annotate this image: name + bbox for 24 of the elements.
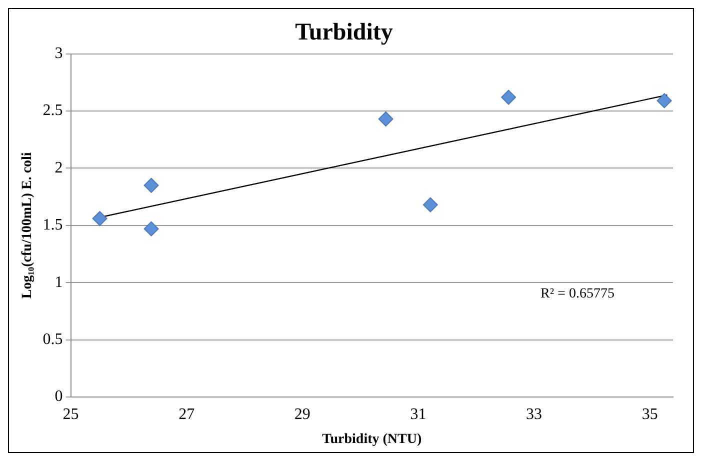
chart-title: Turbidity [295, 20, 393, 46]
x-tick-label: 33 [526, 406, 542, 423]
y-tick-label: 1.5 [42, 216, 63, 234]
x-tick-label: 25 [62, 406, 79, 423]
y-tick-label: 0.5 [42, 331, 63, 348]
annotation: R² = 0.65775 [540, 286, 614, 302]
y-tick-label: 2.5 [42, 102, 63, 120]
x-tick-label: 27 [178, 406, 195, 423]
point [144, 178, 159, 193]
point [422, 197, 438, 212]
y-tick-label: 1 [54, 274, 63, 291]
y-tick-label: 3 [54, 45, 63, 62]
y-tick-label: 2 [54, 159, 63, 176]
x-axis-title: Turbidity (NTU) [322, 432, 422, 448]
point [144, 221, 159, 236]
point [378, 112, 394, 127]
point [92, 211, 108, 226]
x-tick-label: 29 [294, 406, 310, 423]
x-tick-label: 31 [410, 406, 426, 423]
x-tick-label: 35 [642, 406, 658, 423]
y-tick-label: 0 [54, 388, 63, 406]
point [501, 90, 516, 105]
point [656, 93, 672, 108]
y-axis-title: Log₁₀(cfu/100mL) E. coli [20, 152, 36, 299]
